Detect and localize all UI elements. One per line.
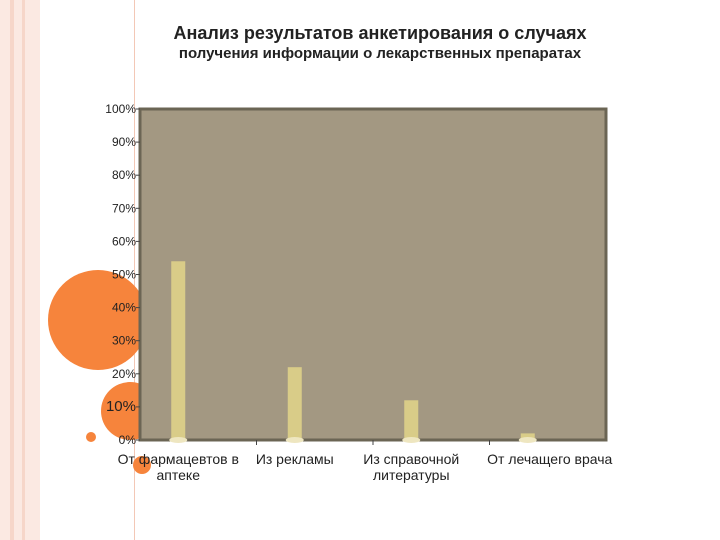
bar — [404, 400, 419, 440]
bar-base — [285, 437, 304, 443]
bar — [520, 433, 535, 440]
bar-base — [169, 437, 188, 443]
x-category-label: литературы — [373, 467, 450, 483]
bar-base — [518, 437, 537, 443]
y-tick-label: 40% — [112, 301, 136, 315]
decor-circle-small — [86, 432, 96, 442]
decor-vertical-line — [134, 0, 135, 540]
x-category-label: От лечащего врача — [487, 451, 612, 467]
y-tick-label: 10% — [106, 398, 136, 415]
chart-title-line-2: получения информации о лекарственных пре… — [178, 45, 582, 62]
x-category-label: Из справочной — [363, 451, 459, 467]
decor-circle-tiny — [133, 456, 151, 474]
bar-base — [402, 437, 421, 443]
y-tick-label: 90% — [112, 135, 136, 149]
x-category-label: аптеке — [157, 467, 201, 483]
y-tick-label: 0% — [119, 433, 137, 447]
bar — [287, 367, 302, 440]
y-tick-label: 20% — [112, 367, 136, 381]
x-category-label: От фармацевтов в — [118, 451, 239, 467]
plot-area — [138, 107, 608, 442]
decor-circle-large — [48, 270, 148, 370]
y-tick-label: 60% — [112, 234, 136, 248]
x-category-label: Из рекламы — [256, 451, 334, 467]
y-tick-label: 80% — [112, 168, 136, 182]
chart-title: Анализ результатов анкетирования о случа… — [100, 22, 660, 64]
y-tick-label: 50% — [112, 268, 136, 282]
y-tick-label: 100% — [105, 102, 136, 116]
bar — [171, 261, 186, 440]
y-tick-label: 70% — [112, 201, 136, 215]
chart-title-line-1: Анализ результатов анкетирования о случа… — [173, 23, 587, 43]
left-decor-stripes — [0, 0, 40, 540]
y-tick-label: 30% — [112, 334, 136, 348]
